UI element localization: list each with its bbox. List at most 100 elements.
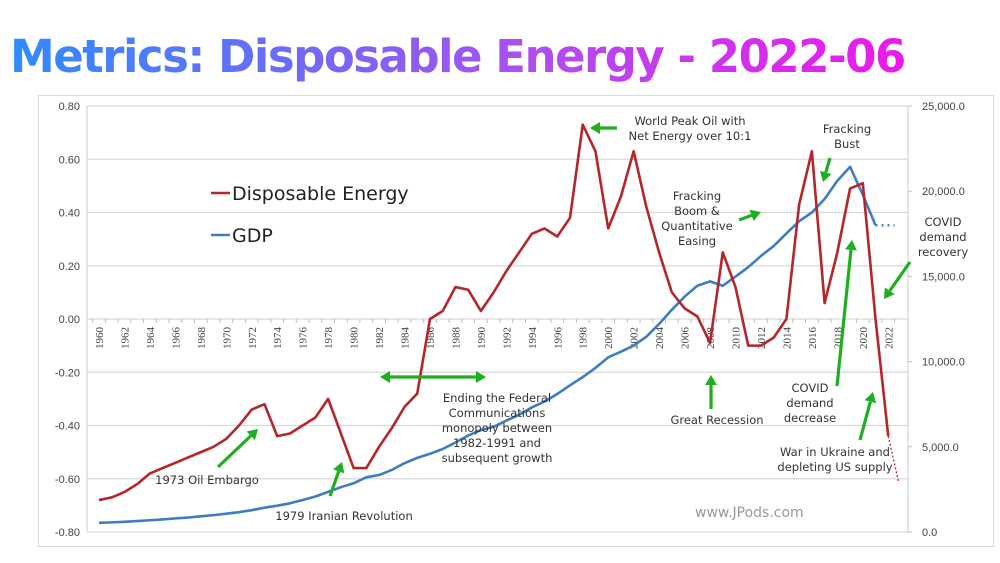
annotation-peak-oil: World Peak Oil with Net Energy over 10:1: [629, 114, 752, 143]
y-tick-label: 0.40: [59, 208, 80, 220]
arrow-comm-left: [380, 371, 430, 383]
annotation-oil-embargo: 1973 Oil Embargo: [155, 473, 259, 487]
annotation-iranian-revolution: 1979 Iranian Revolution: [275, 509, 412, 523]
x-tick-label: 2006: [680, 327, 692, 350]
annotation-fracking-boom: Fracking Boom & Quantitative Easing: [661, 189, 733, 248]
x-tick-label: 2010: [731, 327, 743, 350]
y2-tick-label: 5,000.0: [922, 442, 959, 454]
annotation-line: 1973 Oil Embargo: [155, 473, 259, 487]
chart-frame: [38, 95, 994, 547]
annotation-line: Fracking: [673, 189, 721, 203]
annotation-line: 1982-1991 and: [453, 436, 541, 450]
annotation-line: Bust: [834, 137, 860, 151]
annotation-line: subsequent growth: [442, 451, 553, 465]
arrow-shaft: [858, 401, 872, 441]
x-tick-label: 2004: [654, 327, 666, 350]
y-tick-label: -0.80: [55, 527, 80, 539]
x-tick-label: 1998: [578, 327, 590, 350]
x-tick-label: 2014: [781, 327, 793, 350]
legend-label-disposable-energy: Disposable Energy: [232, 183, 409, 205]
arrow-covid-decrease: [835, 240, 857, 387]
arrow-head: [246, 429, 258, 441]
x-tick-label: 1988: [450, 327, 462, 350]
annotation-line: Boom &: [674, 204, 720, 218]
gridlines: [86, 105, 912, 533]
arrow-covid-recovery: [884, 261, 912, 299]
watermark: www.JPods.com: [695, 505, 804, 521]
y2-tick-label: 0.0: [922, 527, 937, 539]
annotation-covid-recovery: COVID demand recovery: [918, 215, 969, 259]
arrow-great-recession: [705, 375, 717, 409]
annotation-arrows: [216, 122, 912, 497]
y2-tick-label: 25,000.0: [922, 101, 965, 113]
annotation-line: depleting US supply: [777, 460, 892, 474]
annotation-line: Communications: [449, 406, 546, 420]
annotation-line: Net Energy over 10:1: [629, 129, 752, 143]
arrow-head: [864, 392, 877, 404]
x-tick-label: 1990: [476, 327, 488, 350]
annotation-line: COVID: [925, 215, 962, 229]
y2-tick-label: 20,000.0: [922, 186, 965, 198]
annotation-line: Great Recession: [670, 413, 763, 427]
y-axis-right: 25,000.0 20,000.0 15,000.0 10,000.0 5,000.0 0…: [922, 101, 965, 539]
x-tick-label: 1996: [552, 327, 564, 350]
arrow-head: [884, 287, 895, 299]
arrow-head: [749, 209, 761, 222]
x-tick-label: 1964: [145, 327, 157, 350]
annotation-line: Quantitative: [661, 219, 733, 233]
y-tick-label: 0.80: [59, 101, 80, 113]
arrow-shaft: [824, 157, 832, 173]
legend-label-gdp: GDP: [232, 225, 273, 247]
x-tick-label: 2022: [883, 327, 895, 349]
annotation-line: demand: [919, 230, 966, 244]
series-group: [98, 123, 900, 525]
annotation-great-recession: Great Recession: [670, 413, 763, 427]
arrow-shaft: [328, 470, 341, 497]
arrow-head: [845, 240, 857, 251]
series-line-gdp: [98, 165, 877, 525]
annotation-line: demand: [786, 396, 833, 410]
arrow-comm-right: [430, 371, 486, 383]
y-tick-label: -0.20: [55, 367, 80, 379]
annotation-line: War in Ukraine and: [780, 445, 890, 459]
y-tick-label: 0.00: [59, 314, 80, 326]
arrow-head: [476, 371, 486, 383]
x-tick-label: 1962: [119, 327, 131, 349]
page-title: Metrics: Disposable Energy - 2022-06: [10, 30, 906, 83]
arrow-shaft: [216, 434, 252, 469]
annotation-line: World Peak Oil with: [634, 114, 745, 128]
y2-tick-label: 15,000.0: [922, 271, 965, 283]
arrow-ukraine: [858, 392, 877, 441]
x-tick-label: 1982: [374, 327, 386, 349]
arrow-head: [333, 462, 345, 474]
arrow-shaft: [888, 261, 912, 292]
annotation-covid-decrease: COVID demand decrease: [784, 381, 836, 425]
annotation-line: Fracking: [823, 122, 871, 136]
annotation-line: monopoly between: [442, 421, 552, 435]
y2-tick-label: 10,000.0: [922, 357, 965, 369]
x-tick-label: 2020: [858, 327, 870, 350]
x-tick-label: 1994: [527, 327, 539, 350]
annotation-line: recovery: [918, 245, 969, 259]
arrow-fracking-bust: [820, 157, 832, 182]
annotation-fracking-bust: Fracking Bust: [823, 122, 871, 151]
arrow-shaft: [738, 213, 753, 222]
arrow-fracking-boom: [738, 209, 761, 222]
arrow-oil-embargo: [216, 429, 258, 469]
arrow-shaft: [835, 249, 853, 387]
x-tick-label: 1976: [298, 327, 310, 350]
arrow-head: [820, 170, 832, 182]
annotation-line: Easing: [678, 234, 716, 248]
x-tick-label: 2016: [807, 327, 819, 350]
annotation-ukraine: War in Ukraine and depleting US supply: [777, 445, 892, 474]
x-tick-label: 1970: [221, 327, 233, 350]
y-tick-label: 0.60: [59, 154, 80, 166]
arrow-iranian-revolution: [328, 462, 345, 497]
x-tick-label: 1968: [196, 327, 208, 350]
annotation-line: COVID: [792, 381, 829, 395]
y-axis-left: 0.80 0.60 0.40 0.20 0.00 -0.20 -0.40 -0.60 -0.80: [55, 101, 80, 539]
legend: Disposable Energy GDP: [211, 183, 409, 247]
arrow-head: [590, 122, 600, 134]
series-line-disposable-energy: [98, 123, 890, 502]
